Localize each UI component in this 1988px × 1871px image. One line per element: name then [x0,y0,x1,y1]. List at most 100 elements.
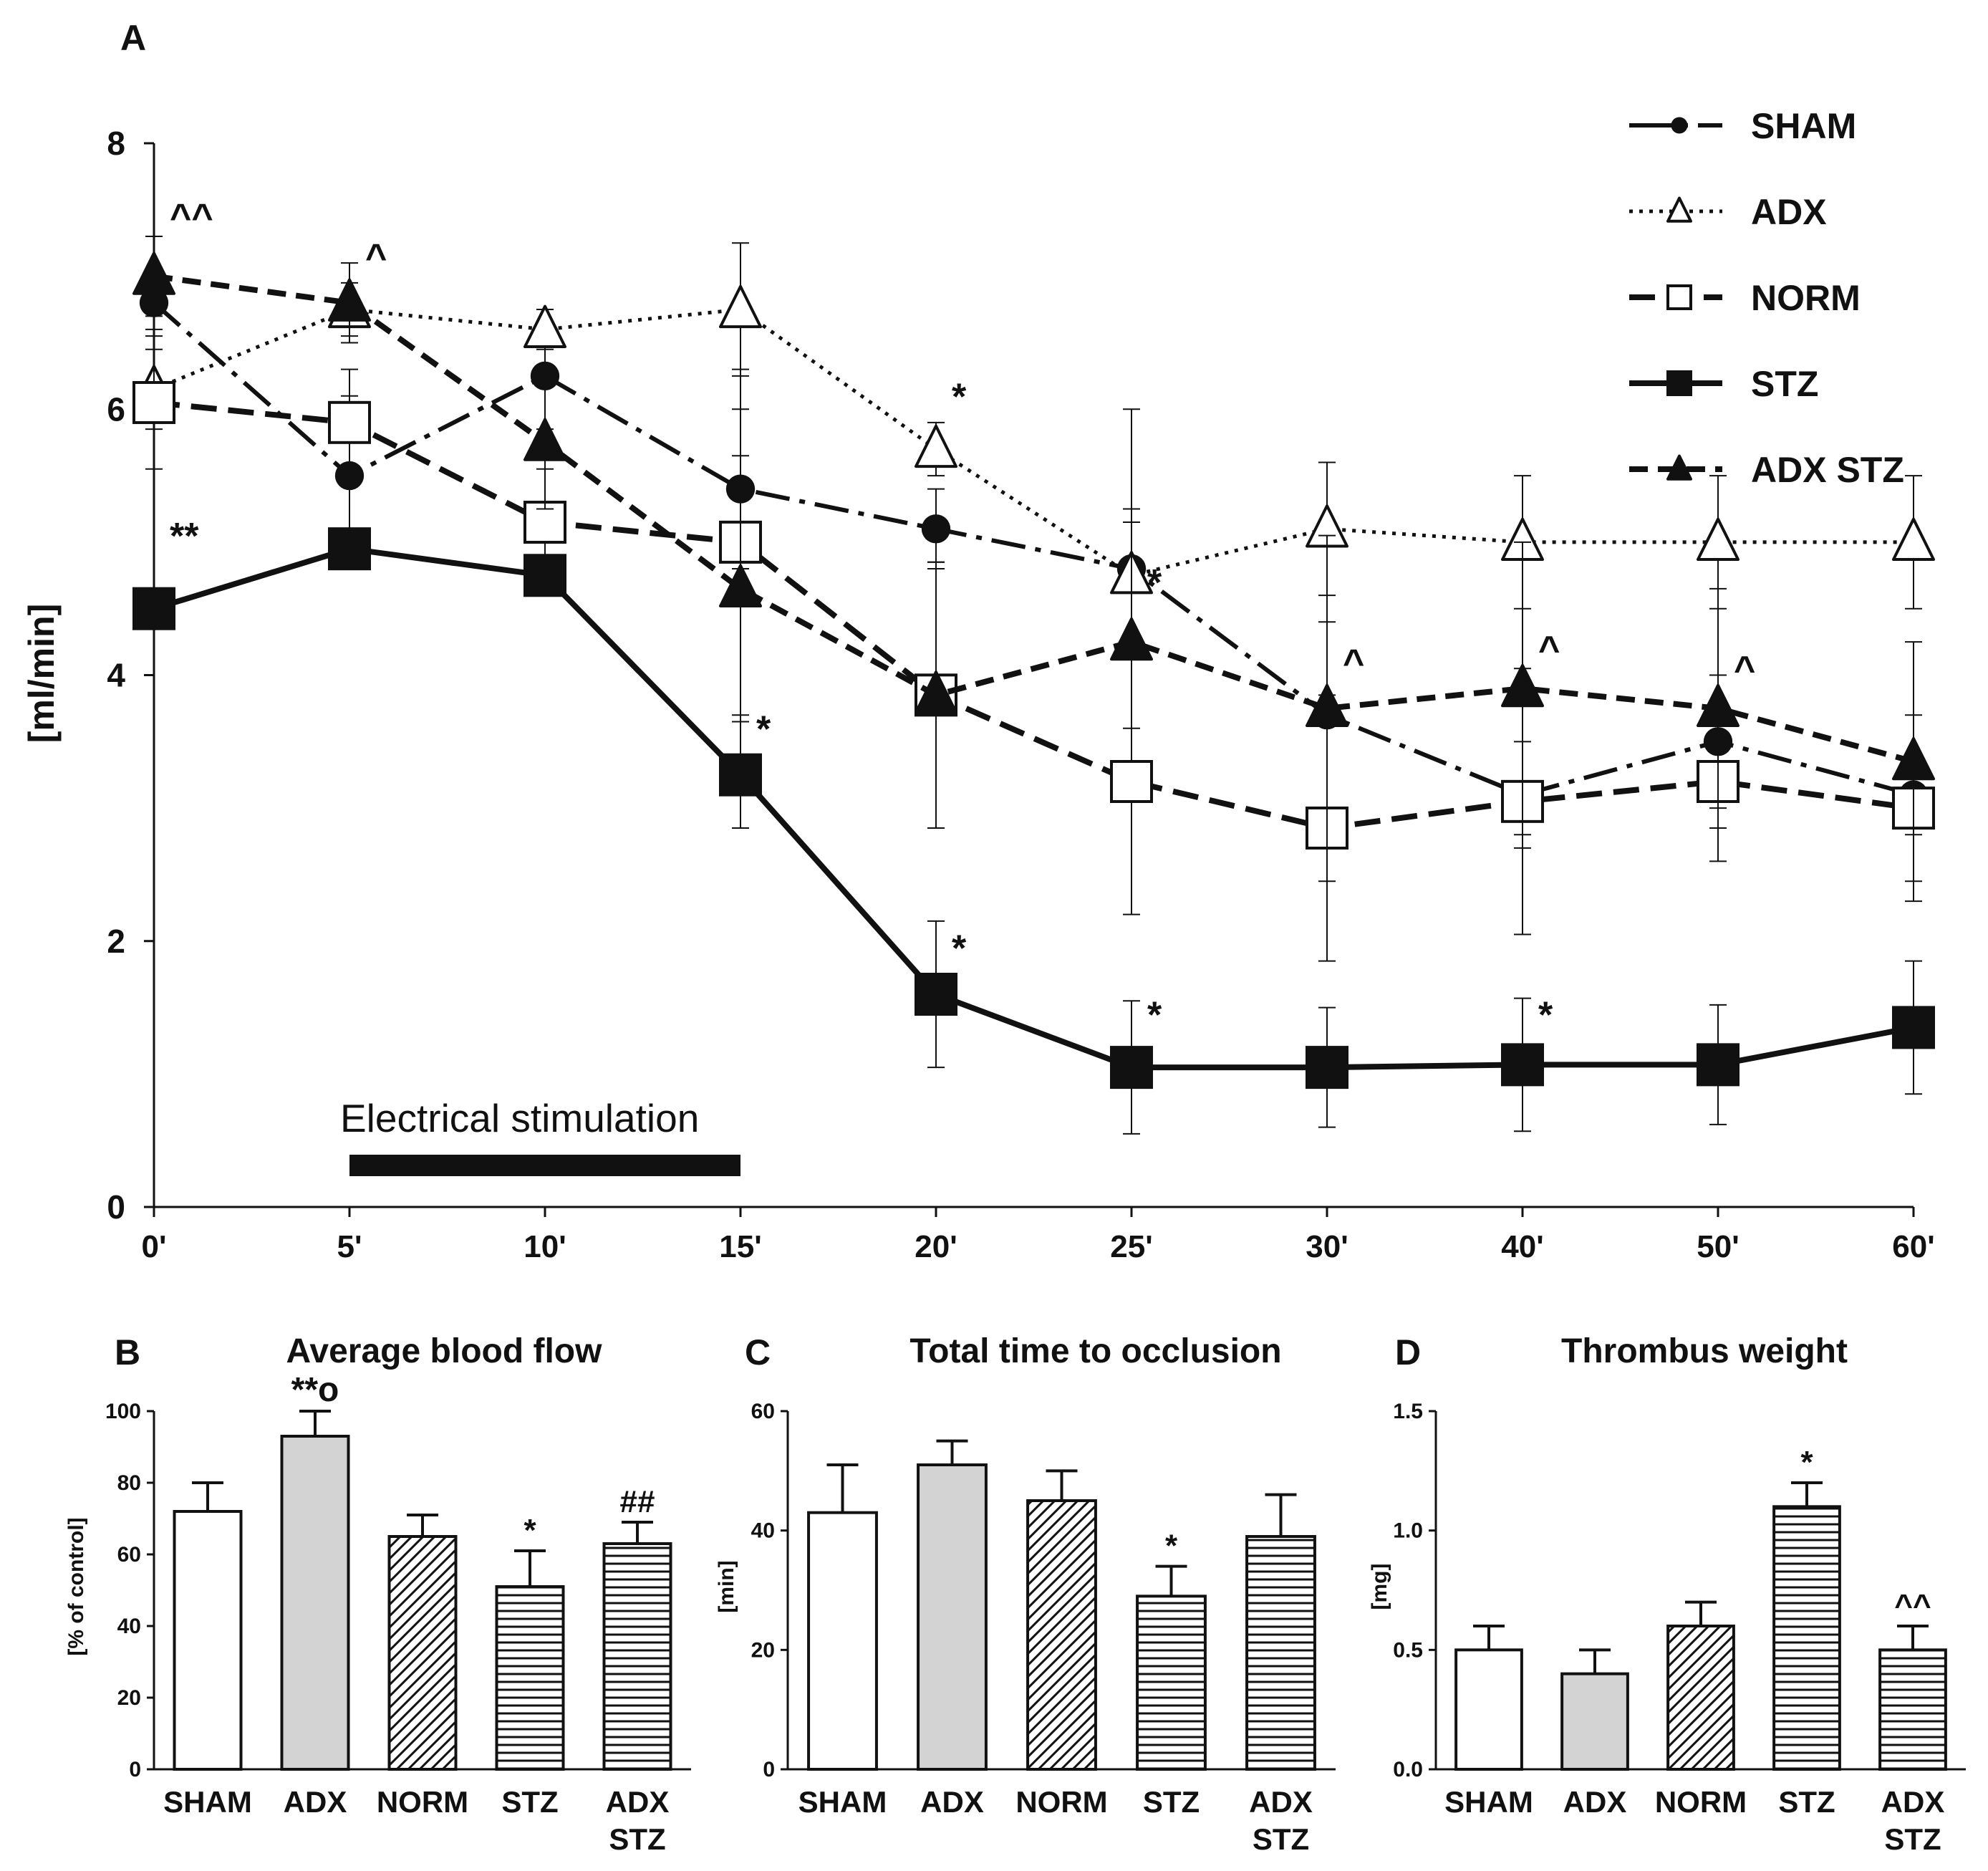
data-point-stz [915,973,957,1016]
y-tick-label: 1.5 [1393,1400,1423,1423]
significance-mark: ^ [365,236,387,278]
y-tick-label: 0 [129,1758,141,1781]
data-point-sham [921,514,951,544]
significance-mark: ^ [1734,649,1755,691]
legend-label: NORM [1751,278,1861,318]
significance-mark: * [1147,562,1162,604]
significance-mark: * [1165,1529,1178,1564]
x-tick-label: SHAM [163,1785,252,1819]
bar [917,1463,988,1771]
bar [1026,1499,1097,1771]
data-point-stz [328,527,371,571]
y-tick-label: 4 [107,657,125,694]
bar-group-sham: SHAM [798,1463,887,1819]
significance-mark: * [523,1513,536,1548]
data-point-adx-stz [132,251,175,295]
x-tick-label: ADX [920,1785,984,1819]
series-adx [132,242,1935,643]
y-tick-label: 20 [751,1638,775,1662]
y-tick-label: 60 [117,1543,141,1567]
legend-marker [1666,454,1692,481]
series-stz [132,527,1935,1135]
bar-group-norm: NORM [377,1514,468,1819]
x-tick-label: 0' [142,1229,167,1264]
data-point-adx-stz [1110,617,1153,661]
legend-label: ADX [1751,192,1827,232]
data-point-adx-stz [1306,683,1348,728]
x-tick-label: 25' [1110,1229,1152,1264]
y-tick-label: 100 [105,1400,141,1423]
significance-mark: * [952,928,967,970]
panel-a-label: A [120,18,146,58]
significance-mark: * [756,708,771,750]
panel-c-title: Total time to occlusion [909,1332,1281,1370]
data-point-adx [523,304,566,349]
significance-mark: ^ [1538,629,1560,670]
x-tick-label: ADX [1563,1785,1627,1819]
bar [807,1511,878,1771]
significance-mark: ^ [1343,643,1364,684]
x-tick-label: SHAM [1444,1785,1533,1819]
data-point-adx [719,284,762,329]
significance-mark: ^^ [170,197,213,239]
data-point-adx [915,424,957,468]
x-tick-label: NORM [377,1785,468,1819]
x-tick-label: 10' [523,1229,566,1264]
significance-mark: * [1800,1445,1813,1480]
stimulation-label: Electrical stimulation [340,1096,699,1140]
bar [1454,1648,1523,1771]
data-point-stz [523,554,566,597]
data-point-norm [1110,760,1153,803]
data-point-stz [1306,1046,1348,1090]
bar [387,1535,458,1771]
panel-a-y-axis-label: [ml/min] [21,604,62,743]
legend-item-stz: STZ [1629,364,1818,404]
panel-d-y-axis-label: [mg] [1368,1564,1391,1610]
series-line-stz [153,546,1914,1071]
y-tick-label: 0 [763,1758,775,1781]
data-point-adx [1892,517,1935,562]
data-point-stz [132,587,175,630]
x-tick-label: STZ [1143,1785,1200,1819]
panel-d-label: D [1395,1332,1421,1372]
x-tick-label: 30' [1306,1229,1348,1264]
data-point-norm [132,380,175,424]
series-line-norm [153,399,1914,831]
x-tick-label: SHAM [798,1785,887,1819]
bar [1560,1672,1629,1771]
x-tick-label: 40' [1501,1229,1543,1264]
x-tick-label: ADX [606,1785,670,1819]
y-tick-label: 80 [117,1471,141,1495]
x-tick-label: 20' [915,1229,957,1264]
data-point-adx-stz [523,418,566,461]
series-line-adx [153,307,1914,577]
y-tick-label: 0 [107,1188,125,1226]
bar [1772,1505,1841,1771]
legend-label: ADX STZ [1751,450,1904,490]
legend-label: SHAM [1751,106,1856,146]
series-norm [132,335,1935,962]
y-tick-label: 20 [117,1686,141,1710]
x-tick-label: STZ [609,1822,665,1856]
panel-b-label: B [115,1332,140,1372]
y-tick-label: 8 [107,125,125,162]
x-tick-label: 60' [1892,1229,1934,1264]
panel-b-title: Average blood flow [286,1332,603,1370]
significance-mark: ## [620,1484,655,1519]
data-point-stz [719,753,762,797]
significance-mark: ^^ [1894,1588,1931,1623]
x-tick-label: 50' [1697,1229,1739,1264]
data-point-adx-stz [328,278,371,322]
data-point-stz [1110,1046,1153,1090]
stimulation-bar [349,1155,740,1176]
bar [1666,1625,1735,1771]
data-point-adx [1697,517,1740,562]
bar-group-adx: ADX [917,1439,988,1819]
bar [495,1585,565,1771]
